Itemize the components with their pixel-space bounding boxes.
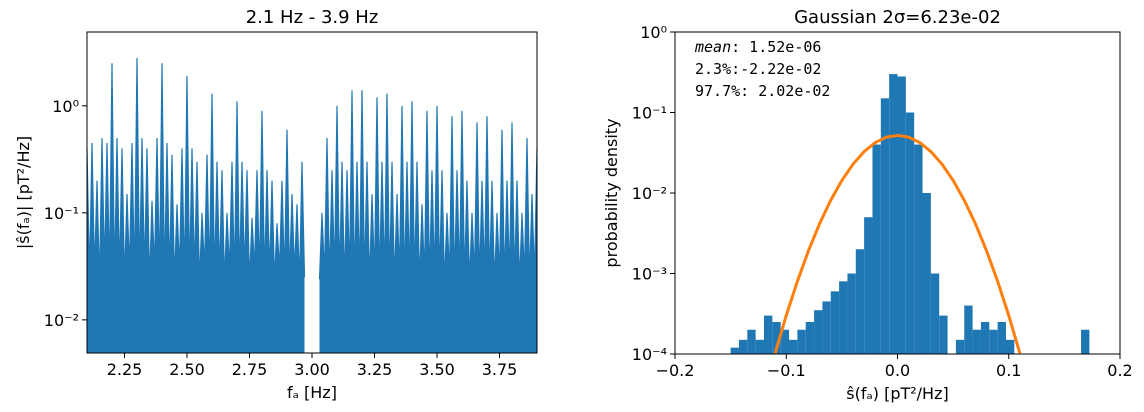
- hist-bar: [897, 76, 906, 354]
- hist-bar: [822, 301, 831, 354]
- hist-bar: [972, 329, 981, 354]
- x-tick-label: −0.1: [767, 361, 806, 380]
- hist-bar: [855, 249, 865, 354]
- y-tick-label: 10⁻²: [44, 311, 79, 330]
- x-tick-label: 2.75: [232, 360, 268, 379]
- plot-area: [87, 58, 537, 353]
- hist-bar: [905, 112, 915, 354]
- hist-bar: [830, 291, 840, 354]
- hist-bar: [980, 321, 990, 354]
- hist-bar: [805, 321, 815, 354]
- x-tick-label: 2.25: [107, 360, 143, 379]
- hist-bar: [864, 217, 873, 354]
- annotation: 2.3%:-2.22e-02: [695, 60, 821, 78]
- y-tick-label: 10⁻⁴: [632, 345, 667, 364]
- hist-bar: [755, 339, 764, 354]
- hist-bar: [738, 339, 748, 354]
- x-tick-label: 3.00: [294, 360, 330, 379]
- hist-bar: [930, 273, 940, 354]
- y-tick-label: 10⁻¹: [632, 104, 667, 123]
- y-axis-label: probability density: [602, 118, 621, 267]
- hist-bar: [997, 321, 1006, 354]
- chart-title: 2.1 Hz - 3.9 Hz: [246, 7, 379, 28]
- hist-bar: [880, 98, 890, 354]
- x-axis-label: fₐ [Hz]: [287, 383, 337, 402]
- x-tick-label: 3.50: [419, 360, 455, 379]
- hist-bar: [1081, 329, 1090, 354]
- plot-area: [730, 74, 1090, 354]
- hist-bar: [889, 74, 898, 354]
- hist-bar: [914, 144, 923, 354]
- hist-bar: [772, 321, 781, 354]
- hist-bar: [839, 281, 848, 354]
- hist-bar: [1005, 339, 1015, 354]
- hist-bar: [780, 329, 790, 354]
- x-tick-label: 2.50: [169, 360, 205, 379]
- y-tick-label: 10⁻³: [632, 265, 667, 284]
- hist-bar: [797, 329, 806, 354]
- y-axis-label: |ŝ(fₐ)| [pT²/Hz]: [14, 136, 33, 249]
- x-tick-label: −0.2: [656, 361, 695, 380]
- hist-bar: [964, 305, 973, 354]
- hist-bar: [730, 347, 739, 354]
- chart-title: Gaussian 2σ=6.23e-02: [794, 7, 1001, 28]
- panel: −0.2 −0.1 0.0 0.1 0.2 10⁻⁴ 10⁻³ 10⁻² 10⁻¹ 10⁰ Gaus…: [602, 7, 1133, 403]
- hist-bar: [847, 273, 856, 354]
- hist-bar: [922, 193, 931, 354]
- y-tick-label: 10⁻¹: [44, 204, 79, 223]
- y-tick-label: 10⁰: [52, 97, 79, 116]
- hist-bar: [789, 339, 798, 354]
- hist-bar: [955, 339, 965, 354]
- gaussian-curve: [773, 133, 1022, 354]
- spectrum-line: [87, 58, 306, 284]
- x-tick-label: 0.1: [996, 361, 1021, 380]
- hist-bar: [747, 329, 756, 354]
- hist-bar: [939, 315, 948, 354]
- x-tick-label: 3.25: [357, 360, 393, 379]
- panel: 2.25 2.50 2.75 3.00 3.25 3.50 3.75 10⁻² 10⁻¹ 10⁰ 2…: [14, 7, 538, 402]
- hist-bar: [814, 310, 823, 354]
- x-tick-label: 3.75: [482, 360, 518, 379]
- annotation-key: mean: [694, 38, 731, 56]
- x-tick-label: 0.0: [885, 361, 910, 380]
- hist-bar: [764, 315, 773, 354]
- y-tick-label: 10⁰: [640, 23, 667, 42]
- annotation: mean: 1.52e-06: [694, 38, 821, 56]
- hist-bar: [872, 144, 881, 354]
- hist-bar: [989, 329, 998, 354]
- spectrum-line: [318, 90, 537, 284]
- annotation-value: : 1.52e-06: [731, 38, 821, 56]
- y-tick-label: 10⁻²: [632, 184, 667, 203]
- x-axis-label: ŝ(fₐ) [pT²/Hz]: [846, 384, 948, 403]
- annotation: 97.7%: 2.02e-02: [695, 82, 830, 100]
- x-tick-label: 0.2: [1107, 361, 1132, 380]
